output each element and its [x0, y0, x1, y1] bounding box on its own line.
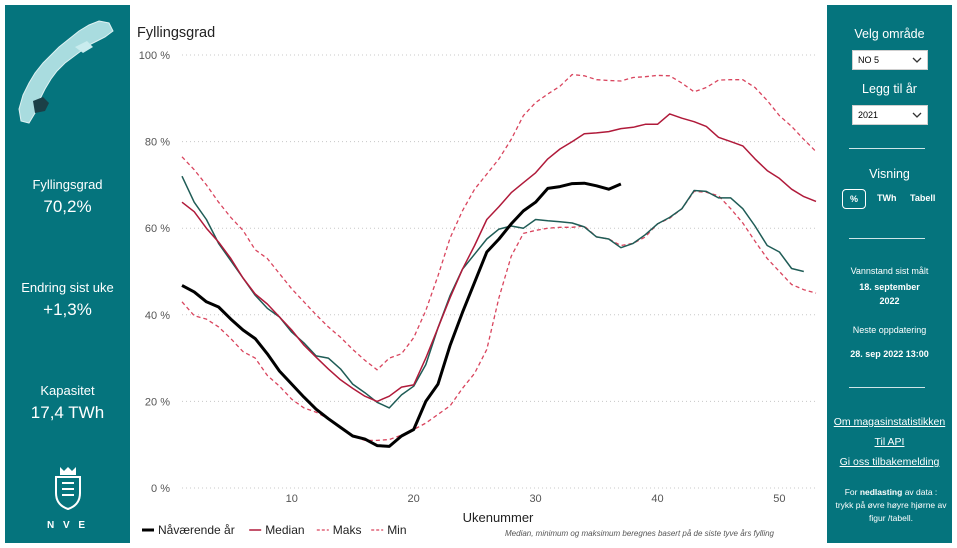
view-table-button[interactable]: Tabell — [910, 193, 936, 203]
chart-title: Fyllingsgrad — [137, 25, 216, 41]
series-line-2021 — [181, 175, 804, 409]
kpi-label: Fyllingsgrad — [32, 177, 103, 192]
feedback-link[interactable]: Gi oss tilbakemelding — [839, 456, 940, 468]
legend-label: Nåværende år — [158, 523, 235, 537]
kpi-fyllingsgrad: Fyllingsgrad 70,2% — [5, 177, 130, 217]
water-level-label: Vannstand sist målt — [850, 266, 929, 276]
x-tick-label: 30 — [529, 493, 541, 505]
nve-logo-text: N V E — [46, 520, 89, 531]
api-link[interactable]: Til API — [874, 436, 905, 448]
next-update-value: 28. sep 2022 13:00 — [850, 349, 929, 359]
series-line-min — [181, 190, 817, 442]
area-select-value: NO 5 — [858, 55, 880, 65]
y-tick-label: 100 % — [139, 50, 170, 62]
legend-label: Maks — [333, 523, 362, 537]
fill-level-chart: 0 % 20 % 40 % 60 % 80 % 100 % 10 20 30 40 50 Uken… — [139, 50, 817, 537]
legend-label: Median — [265, 523, 304, 537]
kpi-value: 70,2% — [43, 197, 92, 216]
view-twh-button[interactable]: TWh — [877, 193, 897, 203]
kpi-value: 17,4 TWh — [30, 403, 105, 422]
divider — [849, 387, 925, 388]
kpi-endring: Endring sist uke +1,3% — [5, 280, 130, 320]
year-select-value: 2021 — [858, 110, 879, 120]
water-level-date: 18. september — [859, 282, 920, 292]
view-percent-button[interactable]: % — [842, 189, 866, 209]
next-update-label: Neste oppdatering — [852, 325, 927, 335]
y-tick-label: 60 % — [145, 223, 170, 235]
y-tick-label: 20 % — [145, 396, 170, 408]
x-tick-label: 40 — [651, 493, 663, 505]
y-tick-label: 0 % — [151, 483, 170, 495]
about-link[interactable]: Om magasinstatistikken — [833, 416, 946, 428]
area-select[interactable]: NO 5 — [852, 50, 928, 70]
year-select[interactable]: 2021 — [852, 105, 928, 125]
year-title: Legg til år — [862, 82, 917, 96]
kpi-label: Endring sist uke — [21, 280, 114, 295]
area-title: Velg område — [854, 27, 925, 41]
x-tick-label: 50 — [773, 493, 785, 505]
nve-crest-icon — [55, 467, 81, 511]
series-line-n-v-rende-r — [181, 181, 622, 448]
x-tick-label: 10 — [286, 493, 298, 505]
kpi-value: +1,3% — [43, 300, 92, 319]
x-axis-label: Ukenummer — [463, 510, 534, 525]
norway-map-icon — [18, 20, 114, 124]
chevron-down-icon — [912, 112, 922, 118]
divider — [849, 148, 925, 149]
series-line-maks — [181, 73, 817, 371]
right-panel: Velg område NO 5 Legg til år 2021 Visnin… — [827, 5, 952, 543]
left-panel: Fyllingsgrad 70,2% Endring sist uke +1,3… — [5, 5, 130, 543]
x-tick-label: 20 — [408, 493, 420, 505]
y-tick-label: 80 % — [145, 137, 170, 149]
kpi-label: Kapasitet — [40, 383, 95, 398]
chart-footnote: Median, minimum og maksimum beregnes bas… — [505, 529, 774, 538]
download-note: For nedlasting av data : trykk på øvre h… — [835, 487, 947, 523]
kpi-kapasitet: Kapasitet 17,4 TWh — [5, 383, 130, 423]
divider — [849, 238, 925, 239]
chevron-down-icon — [912, 57, 922, 63]
water-level-year: 2022 — [879, 296, 900, 306]
series-line-median — [181, 113, 817, 403]
y-tick-label: 40 % — [145, 310, 170, 322]
legend-label: Min — [387, 523, 406, 537]
view-title: Visning — [869, 167, 910, 181]
